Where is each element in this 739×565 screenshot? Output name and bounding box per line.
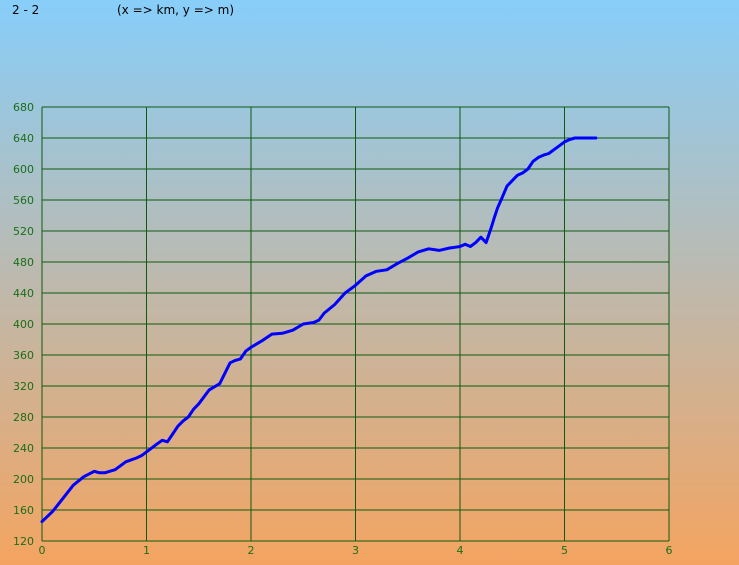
y-tick-label: 320: [13, 380, 34, 393]
y-tick-label: 400: [13, 318, 34, 331]
x-tick-label: 4: [457, 544, 464, 557]
x-tick-label: 3: [352, 544, 359, 557]
y-tick-label: 280: [13, 411, 34, 424]
y-axis-ticks: 120 160 200 240 280 320 360 400 440 480 520 560 600 6…: [13, 101, 34, 548]
x-tick-label: 5: [561, 544, 568, 557]
y-tick-label: 160: [13, 504, 34, 517]
y-tick-label: 120: [13, 535, 34, 548]
y-tick-label: 520: [13, 225, 34, 238]
x-tick-label: 2: [248, 544, 255, 557]
grid: [41, 106, 670, 542]
y-tick-label: 560: [13, 194, 34, 207]
y-tick-label: 360: [13, 349, 34, 362]
y-tick-label: 200: [13, 473, 34, 486]
x-tick-label: 6: [666, 544, 673, 557]
y-tick-label: 600: [13, 163, 34, 176]
y-tick-label: 680: [13, 101, 34, 114]
x-tick-label: 0: [39, 544, 46, 557]
units-note: (x => km, y => m): [117, 3, 234, 17]
x-tick-label: 1: [143, 544, 150, 557]
y-tick-label: 640: [13, 132, 34, 145]
y-tick-label: 440: [13, 287, 34, 300]
chart-title: 2 - 2: [12, 3, 40, 17]
elevation-line: [40, 136, 598, 524]
x-axis-ticks: 0 1 2 3 4 5 6: [39, 544, 673, 557]
y-tick-label: 480: [13, 256, 34, 269]
y-tick-label: 240: [13, 442, 34, 455]
